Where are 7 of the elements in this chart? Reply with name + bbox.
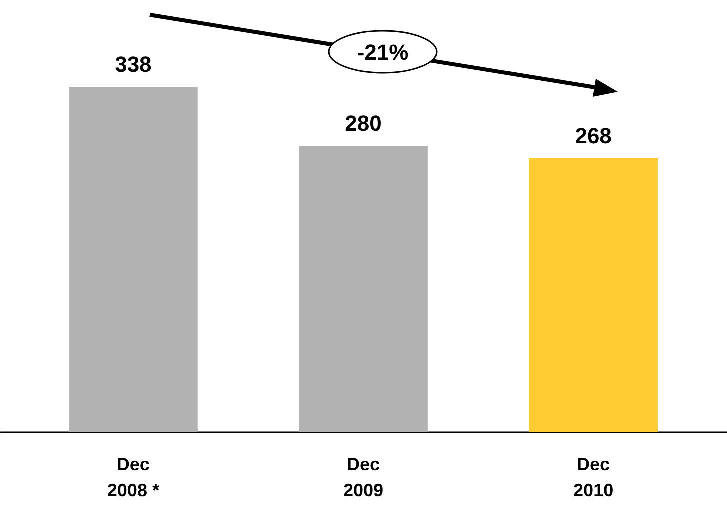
data-label: 268	[575, 123, 612, 148]
text: -21%	[357, 40, 409, 65]
x-tick-label: Dec 2009	[343, 454, 384, 500]
x-tick-label: Dec 2010	[574, 454, 614, 500]
data-label: 338	[115, 52, 152, 77]
x-tick-label: Dec 2008 *	[107, 454, 160, 500]
data-label: 280	[345, 111, 382, 136]
